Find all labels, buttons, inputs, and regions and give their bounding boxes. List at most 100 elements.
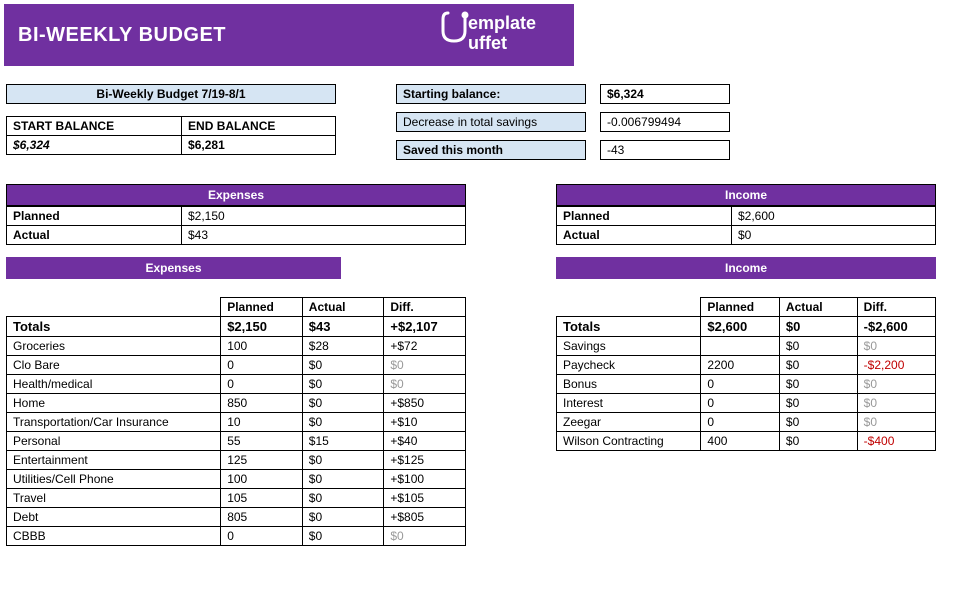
exp-diff: $0 — [384, 356, 466, 375]
expenses-detail-table: Planned Actual Diff. Totals $2,150 $43 +… — [6, 297, 466, 546]
exp-totals-actual: $43 — [302, 317, 384, 337]
inc-diff: $0 — [857, 337, 935, 356]
inc-actual: $0 — [779, 337, 857, 356]
period-title-table: Bi-Weekly Budget 7/19-8/1 — [6, 84, 336, 104]
exp-planned-value: $2,150 — [182, 207, 466, 226]
table-row: Savings$0$0 — [557, 337, 936, 356]
exp-diff: +$40 — [384, 432, 466, 451]
inc-category: Zeegar — [557, 413, 701, 432]
exp-diff: +$850 — [384, 394, 466, 413]
inc-category: Interest — [557, 394, 701, 413]
saved-value: -43 — [600, 140, 730, 160]
header-banner: BI-WEEKLY BUDGET emplate uffet — [4, 4, 574, 66]
exp-actual: $0 — [302, 356, 384, 375]
table-row: Health/medical0$0$0 — [7, 375, 466, 394]
exp-planned: 0 — [221, 356, 303, 375]
start-balance-value: $6,324 — [7, 136, 182, 155]
exp-actual: $15 — [302, 432, 384, 451]
exp-planned: 55 — [221, 432, 303, 451]
exp-planned: 100 — [221, 337, 303, 356]
table-row: Interest0$0$0 — [557, 394, 936, 413]
exp-diff: +$125 — [384, 451, 466, 470]
income-summary-header: Income — [556, 184, 936, 206]
exp-category: Travel — [7, 489, 221, 508]
exp-category: Health/medical — [7, 375, 221, 394]
exp-totals-planned: $2,150 — [221, 317, 303, 337]
table-row: Entertainment125$0+$125 — [7, 451, 466, 470]
table-row: Groceries100$28+$72 — [7, 337, 466, 356]
exp-totals-label: Totals — [7, 317, 221, 337]
exp-diff: +$10 — [384, 413, 466, 432]
exp-diff: $0 — [384, 527, 466, 546]
exp-planned: 0 — [221, 527, 303, 546]
exp-actual-label: Actual — [7, 226, 182, 245]
inc-actual: $0 — [779, 394, 857, 413]
table-row: Home850$0+$850 — [7, 394, 466, 413]
svg-text:emplate: emplate — [468, 13, 536, 33]
inc-actual-label: Actual — [557, 226, 732, 245]
exp-actual: $0 — [302, 394, 384, 413]
inc-col-planned: Planned — [701, 298, 780, 317]
table-row: Bonus0$0$0 — [557, 375, 936, 394]
inc-diff: $0 — [857, 375, 935, 394]
inc-category: Bonus — [557, 375, 701, 394]
period-title: Bi-Weekly Budget 7/19-8/1 — [7, 85, 336, 104]
table-row: Wilson Contracting400$0-$400 — [557, 432, 936, 451]
exp-col-actual: Actual — [302, 298, 384, 317]
exp-planned: 0 — [221, 375, 303, 394]
exp-actual-value: $43 — [182, 226, 466, 245]
exp-planned: 10 — [221, 413, 303, 432]
exp-actual: $0 — [302, 527, 384, 546]
exp-actual: $0 — [302, 470, 384, 489]
exp-diff: +$805 — [384, 508, 466, 527]
table-row: Zeegar0$0$0 — [557, 413, 936, 432]
exp-diff: $0 — [384, 375, 466, 394]
inc-planned-label: Planned — [557, 207, 732, 226]
exp-planned: 805 — [221, 508, 303, 527]
exp-col-planned: Planned — [221, 298, 303, 317]
inc-actual-value: $0 — [732, 226, 936, 245]
inc-planned-value: $2,600 — [732, 207, 936, 226]
income-subheader: Income — [556, 257, 936, 279]
balance-table: START BALANCE END BALANCE $6,324 $6,281 — [6, 116, 336, 155]
exp-diff: +$72 — [384, 337, 466, 356]
end-balance-label: END BALANCE — [182, 117, 336, 136]
exp-category: Groceries — [7, 337, 221, 356]
exp-planned: 125 — [221, 451, 303, 470]
table-row: CBBB0$0$0 — [7, 527, 466, 546]
svg-text:uffet: uffet — [468, 33, 507, 53]
exp-actual: $0 — [302, 508, 384, 527]
exp-planned: 100 — [221, 470, 303, 489]
starting-balance-value: $6,324 — [600, 84, 730, 104]
inc-totals-label: Totals — [557, 317, 701, 337]
table-row: Travel105$0+$105 — [7, 489, 466, 508]
exp-diff: +$100 — [384, 470, 466, 489]
expenses-summary-header: Expenses — [6, 184, 466, 206]
inc-actual: $0 — [779, 375, 857, 394]
page-title: BI-WEEKLY BUDGET — [18, 24, 226, 47]
exp-actual: $0 — [302, 451, 384, 470]
exp-actual: $28 — [302, 337, 384, 356]
saved-row: Saved this month -43 — [396, 140, 766, 160]
inc-totals-planned: $2,600 — [701, 317, 780, 337]
exp-category: Utilities/Cell Phone — [7, 470, 221, 489]
exp-category: Transportation/Car Insurance — [7, 413, 221, 432]
inc-col-diff: Diff. — [857, 298, 935, 317]
saved-label: Saved this month — [396, 140, 586, 160]
exp-planned: 850 — [221, 394, 303, 413]
inc-actual: $0 — [779, 356, 857, 375]
inc-category: Paycheck — [557, 356, 701, 375]
inc-planned: 0 — [701, 394, 780, 413]
exp-category: Personal — [7, 432, 221, 451]
exp-category: Clo Bare — [7, 356, 221, 375]
inc-diff: -$400 — [857, 432, 935, 451]
inc-planned — [701, 337, 780, 356]
inc-diff: -$2,200 — [857, 356, 935, 375]
exp-totals-diff: +$2,107 — [384, 317, 466, 337]
starting-balance-label: Starting balance: — [396, 84, 586, 104]
exp-category: CBBB — [7, 527, 221, 546]
income-detail-table: Planned Actual Diff. Totals $2,600 $0 -$… — [556, 297, 936, 451]
exp-category: Entertainment — [7, 451, 221, 470]
inc-totals-actual: $0 — [779, 317, 857, 337]
starting-balance-row: Starting balance: $6,324 — [396, 84, 766, 104]
